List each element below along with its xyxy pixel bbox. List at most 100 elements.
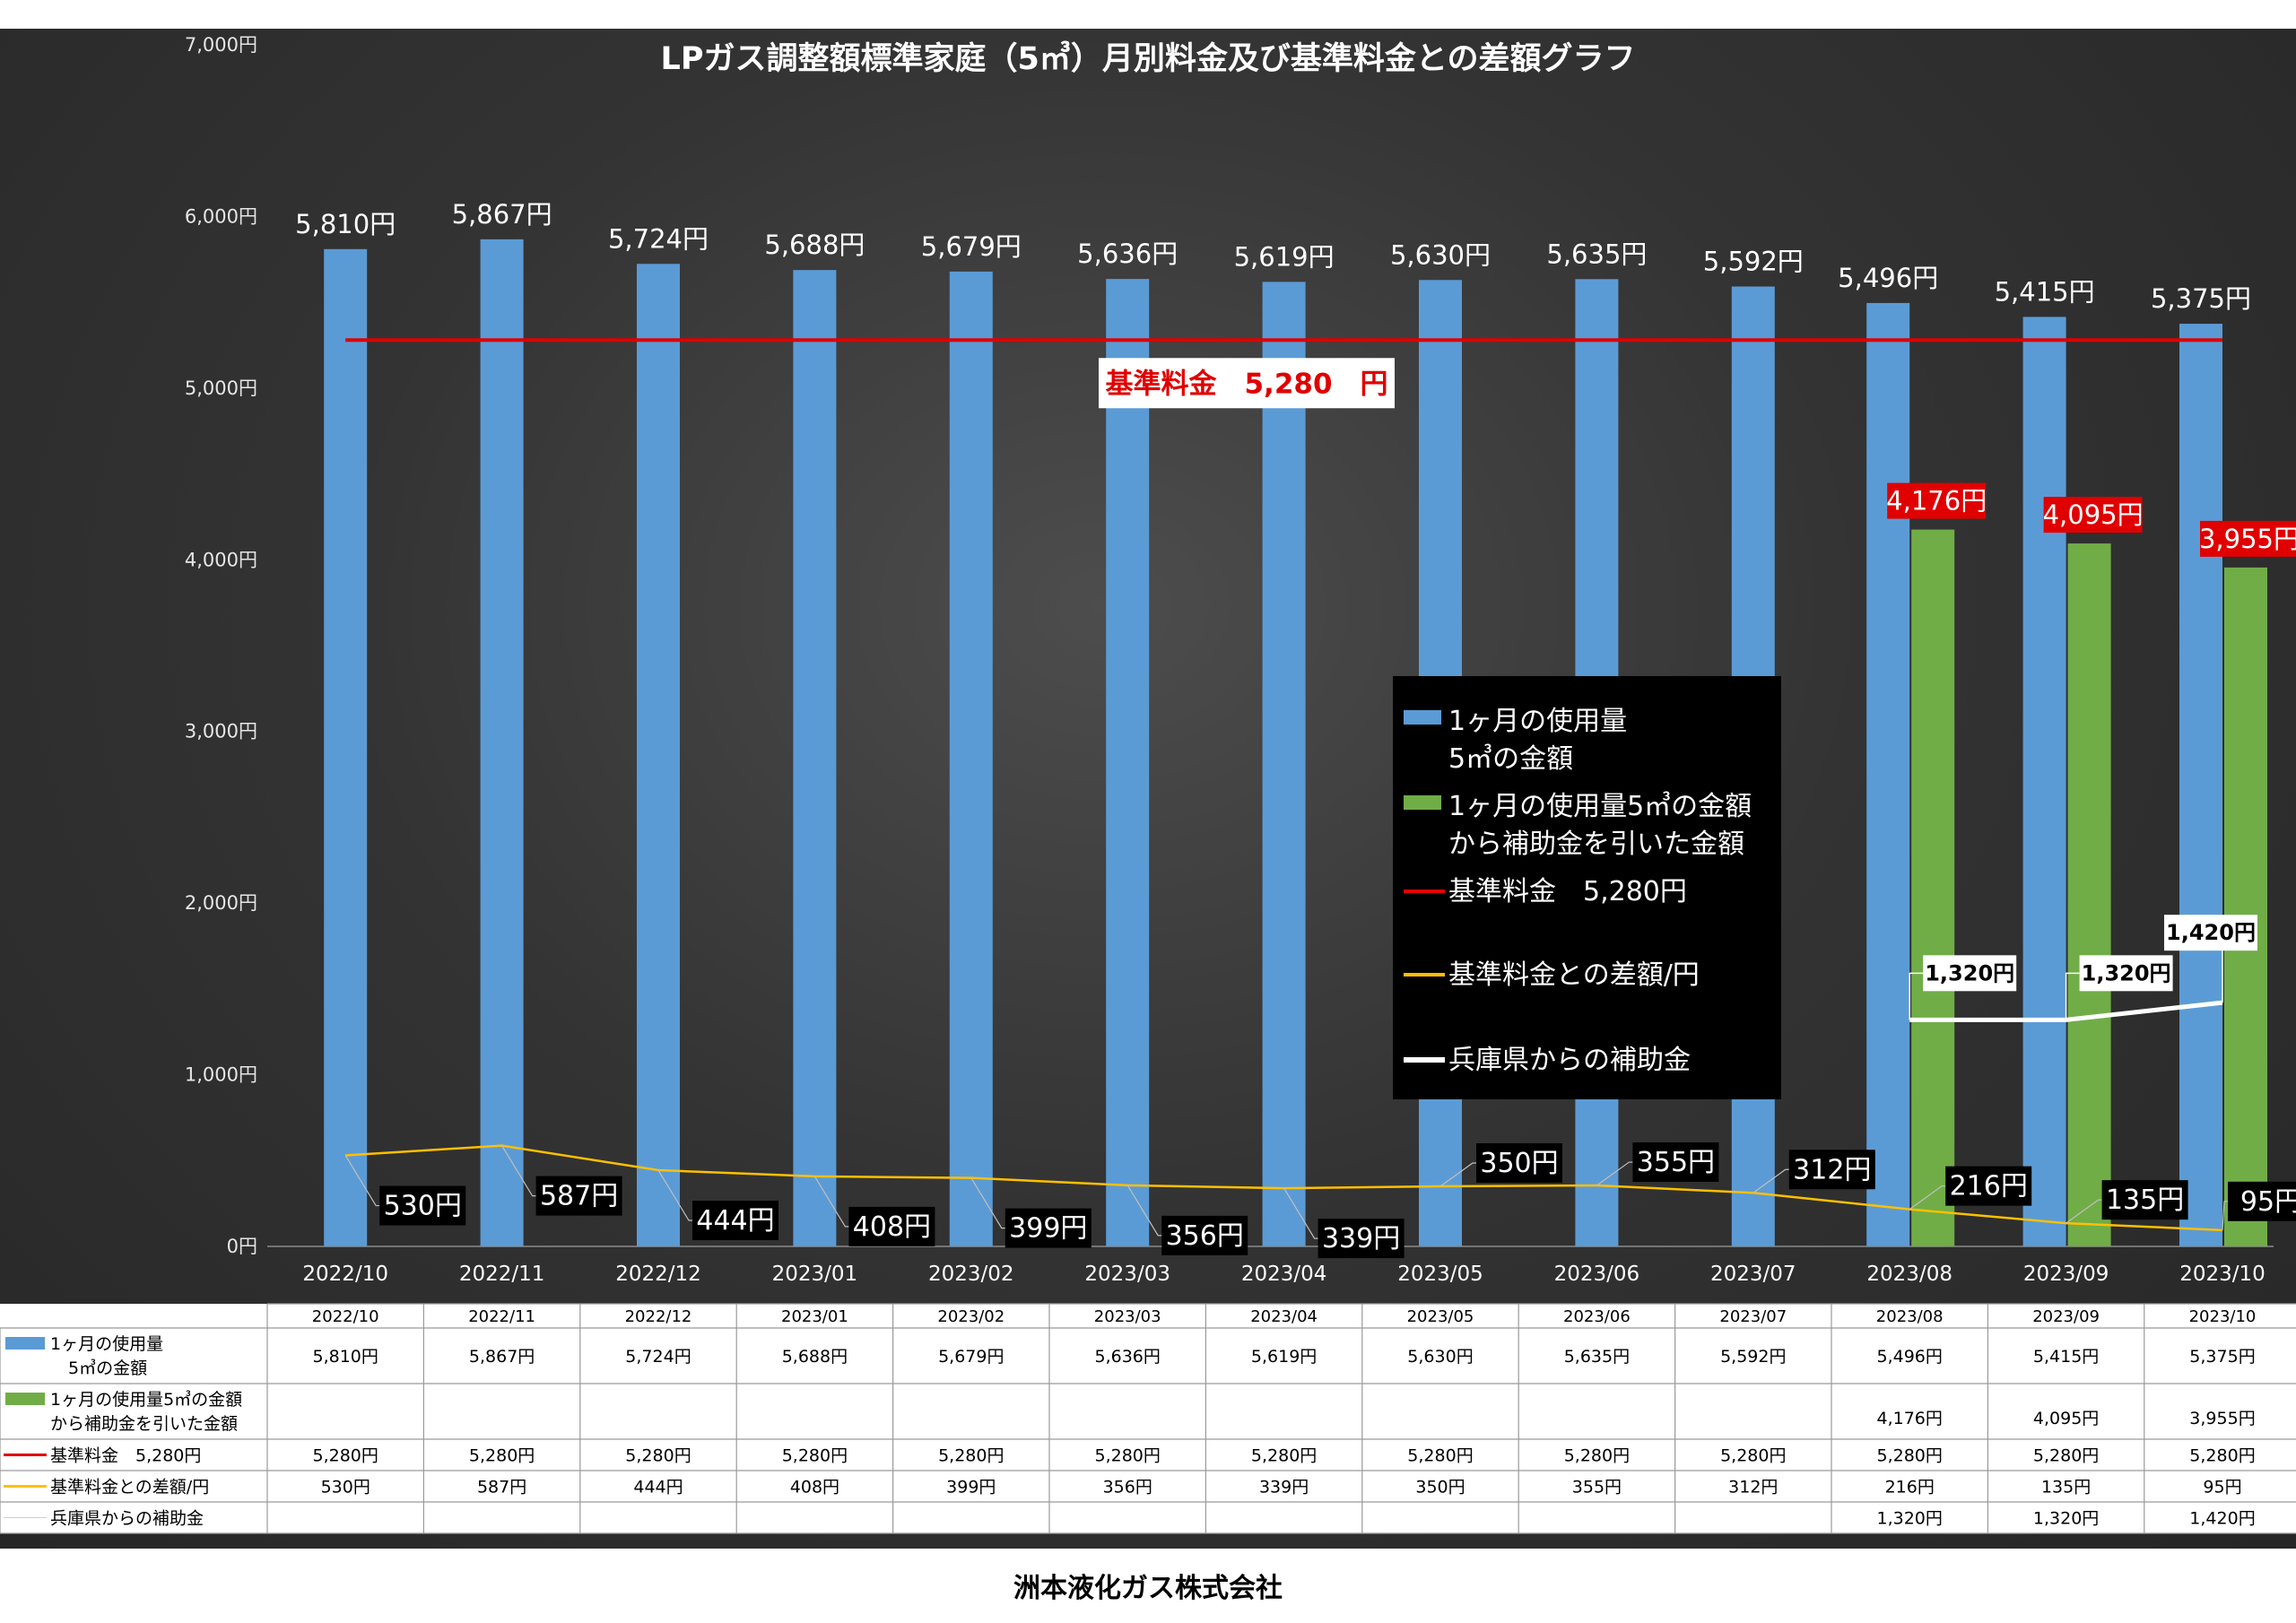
table-header-cell: 2022/10	[312, 1307, 379, 1326]
table-cell: 5,280円	[1094, 1446, 1160, 1466]
table-header-cell: 2023/05	[1407, 1307, 1474, 1326]
table-cell: 3,955円	[2189, 1409, 2255, 1428]
legend-swatch	[1404, 795, 1441, 810]
legend-label-line: 5㎥の金額	[1448, 743, 1573, 775]
diff-label: 399円	[1009, 1213, 1087, 1245]
diff-label: 350円	[1480, 1148, 1558, 1179]
table-row-label-line: 1ヶ月の使用量	[50, 1334, 163, 1354]
legend-label-line: 1ヶ月の使用量5㎥の金額	[1448, 791, 1752, 822]
diff-label: 339円	[1322, 1223, 1400, 1254]
x-tick-label: 2023/06	[1554, 1263, 1640, 1286]
x-tick-label: 2022/11	[459, 1263, 545, 1286]
table-cell: 1,420円	[2189, 1509, 2255, 1529]
table-cell: 350円	[1415, 1478, 1465, 1497]
table-header-cell: 2023/03	[1094, 1307, 1161, 1326]
diff-label-bg	[2101, 1180, 2188, 1220]
diff-leader	[1283, 1187, 1318, 1239]
diff-label-bg	[379, 1185, 466, 1226]
chart-svg: LPガス調整額標準家庭（5㎥）月別料金及び基準料金との差額グラフ 0円 1,000…	[0, 34, 2296, 1534]
legend: 1ヶ月の使用量 5㎥の金額 1ヶ月の使用量5㎥の金額から補助金を引いた金額基準料金 …	[1393, 676, 1781, 1099]
x-tick-label: 2023/10	[2179, 1263, 2266, 1286]
y-tick-label: 7,000円	[185, 34, 257, 56]
bar-usage-label: 5,592円	[1703, 247, 1804, 277]
table-cell: 5,280円	[1407, 1446, 1473, 1466]
diff-label-bg	[1632, 1142, 1719, 1183]
data-labels-group: 5,810円 5,867円 5,724円 5,688円 5,679円 5,636円 5,61…	[295, 199, 2296, 1259]
x-tick-label: 2023/02	[928, 1263, 1014, 1286]
table-cell: 5,496円	[1876, 1347, 1942, 1367]
x-tick-label: 2023/04	[1241, 1263, 1327, 1286]
bar-usage-label: 5,635円	[1546, 239, 1647, 269]
table-cell: 5,679円	[938, 1347, 1004, 1367]
diff-leader	[2066, 1199, 2102, 1224]
base-annotation-bg	[1099, 358, 1395, 409]
bar-usage	[1106, 279, 1150, 1246]
hyogo-label-bg	[2164, 915, 2257, 951]
legend-label: 基準料金との差額/円	[1448, 959, 1700, 991]
bar-usage-label: 5,619円	[1234, 241, 1335, 272]
diff-label-bg	[1004, 1208, 1091, 1248]
legend-label-line: 1ヶ月の使用量	[1448, 706, 1627, 737]
diff-label-bg	[1318, 1219, 1405, 1259]
legend-label-line: から補助金を引いた金額	[1448, 829, 1744, 860]
diff-label: 356円	[1166, 1220, 1244, 1252]
table-row-label-line: 1ヶ月の使用量5㎥の金額	[50, 1390, 242, 1410]
x-tick-label: 2023/09	[2023, 1263, 2109, 1286]
hyogo-leader	[2065, 972, 2080, 1020]
legend-label-line: 基準料金との差額/円	[1448, 959, 1700, 991]
diff-leader	[657, 1169, 692, 1221]
table-cell: 5,688円	[782, 1347, 848, 1367]
x-tick-label: 2022/12	[615, 1263, 701, 1286]
table-cell: 399円	[946, 1478, 996, 1497]
table-cell: 216円	[1885, 1478, 1935, 1497]
y-tick-label: 4,000円	[185, 549, 257, 570]
x-tick-label: 2023/01	[772, 1263, 858, 1286]
table-cell: 5,592円	[1720, 1347, 1786, 1367]
table-header-cell: 2023/06	[1563, 1307, 1631, 1326]
x-tick-label: 2022/10	[302, 1263, 388, 1286]
table-row-label: 1ヶ月の使用量 5㎥の金額	[50, 1334, 163, 1378]
table-row-label: 兵庫県からの補助金	[50, 1509, 204, 1529]
table-cell: 5,280円	[938, 1446, 1004, 1466]
table-header-cell: 2023/08	[1876, 1307, 1944, 1326]
bar-subsidized-label-bg	[2043, 497, 2143, 534]
diff-label: 312円	[1793, 1154, 1871, 1185]
table-header-cell: 2023/01	[781, 1307, 848, 1326]
hyogo-leader	[1909, 972, 1924, 1020]
diff-label: 355円	[1637, 1147, 1715, 1178]
table-cell: 5,280円	[2033, 1446, 2099, 1466]
table-header-cell: 2022/12	[625, 1307, 692, 1326]
table-cell: 5,280円	[782, 1446, 848, 1466]
bar-subsidized	[1911, 529, 1955, 1246]
hyogo-label: 1,320円	[1925, 960, 2014, 985]
bar-subsidized-label-bg	[2200, 520, 2296, 557]
bar-usage-label: 5,688円	[764, 230, 865, 260]
y-tick-label: 2,000円	[185, 892, 257, 914]
table-cell: 408円	[790, 1478, 839, 1497]
table-cell: 5,636円	[1094, 1347, 1160, 1367]
bar-subsidized-label-bg	[1887, 482, 1987, 519]
table-row-label-line: から補助金を引いた金額	[50, 1414, 238, 1434]
table-row-key	[5, 1337, 45, 1350]
x-tick-label: 2023/05	[1397, 1263, 1483, 1286]
table-cell: 587円	[477, 1478, 526, 1497]
legend-label: 1ヶ月の使用量 5㎥の金額	[1448, 706, 1627, 775]
x-axis: 2022/10 2022/11 2022/12 2023/01 2023/02 2023/…	[302, 1263, 2265, 1286]
hyogo-label-bg	[1923, 955, 2017, 992]
table-cell: 312円	[1728, 1478, 1778, 1497]
bar-usage	[2022, 317, 2066, 1246]
table-row-label-line: 兵庫県からの補助金	[50, 1509, 204, 1529]
table-row-label-line: 5㎥の金額	[68, 1358, 147, 1378]
bar-usage-label: 5,415円	[1995, 276, 2095, 307]
diff-leader	[501, 1145, 536, 1197]
diff-label-bg	[2228, 1181, 2296, 1221]
table-cell: 5,280円	[1564, 1446, 1630, 1466]
table-header-cell: 2023/07	[1719, 1307, 1787, 1326]
legend-box	[1393, 676, 1781, 1099]
table-row-key	[5, 1393, 45, 1405]
diff-label-bg	[692, 1201, 778, 1241]
table-cell: 5,280円	[1876, 1446, 1942, 1466]
table-cell: 5,280円	[625, 1446, 691, 1466]
table-cell: 5,415円	[2033, 1347, 2099, 1367]
table-row-label: 基準料金 5,280円	[50, 1446, 201, 1466]
